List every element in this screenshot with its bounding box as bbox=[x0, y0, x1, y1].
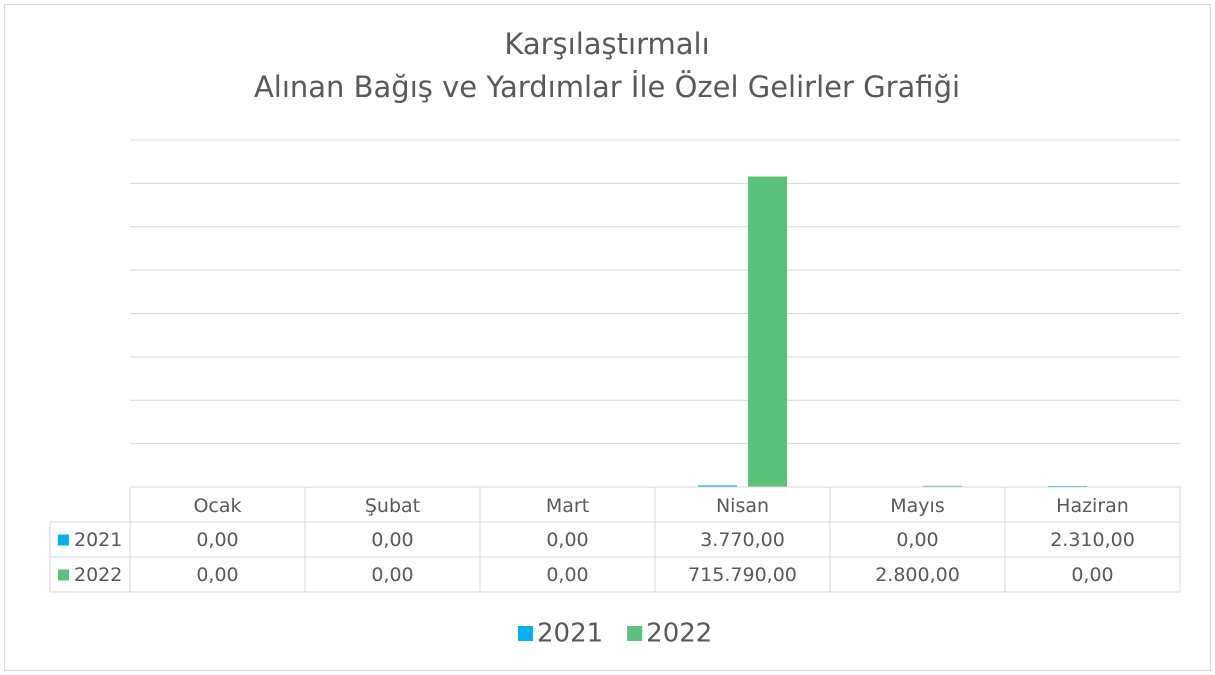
data-label: 0,00 bbox=[371, 529, 413, 551]
data-label: 3.770,00 bbox=[700, 529, 785, 551]
chart-border bbox=[4, 4, 1211, 671]
legend-key bbox=[58, 569, 69, 581]
chart-title: Alınan Bağış ve Yardımlar İle Özel Gelir… bbox=[254, 70, 960, 104]
legend-key bbox=[58, 534, 69, 546]
data-label: 0,00 bbox=[371, 564, 413, 586]
legend-label: 2022 bbox=[646, 619, 712, 649]
data-label: 715.790,00 bbox=[688, 564, 797, 586]
bar bbox=[923, 485, 962, 487]
bar bbox=[698, 485, 737, 487]
data-label: 0,00 bbox=[896, 529, 938, 551]
data-label: 0,00 bbox=[196, 529, 238, 551]
x-tick-label: Haziran bbox=[1056, 495, 1129, 517]
legend-key bbox=[627, 626, 643, 641]
series-name: 2021 bbox=[74, 529, 122, 551]
data-label: 2.310,00 bbox=[1050, 529, 1135, 551]
chart-title: Karşılaştırmalı bbox=[504, 27, 709, 61]
x-tick-label: Ocak bbox=[193, 495, 241, 517]
data-label: 0,00 bbox=[196, 564, 238, 586]
data-label: 0,00 bbox=[546, 564, 588, 586]
x-tick-label: Mayıs bbox=[890, 495, 944, 517]
x-tick-label: Nisan bbox=[716, 495, 769, 517]
legend-label: 2021 bbox=[537, 619, 603, 649]
data-label: 0,00 bbox=[1071, 564, 1113, 586]
series-name: 2022 bbox=[74, 564, 122, 586]
x-tick-label: Mart bbox=[546, 495, 589, 517]
data-label: 0,00 bbox=[546, 529, 588, 551]
legend-key bbox=[518, 626, 533, 641]
bar bbox=[748, 176, 787, 487]
bar bbox=[1048, 485, 1087, 487]
x-tick-label: Şubat bbox=[365, 495, 420, 517]
data-label: 2.800,00 bbox=[875, 564, 960, 586]
